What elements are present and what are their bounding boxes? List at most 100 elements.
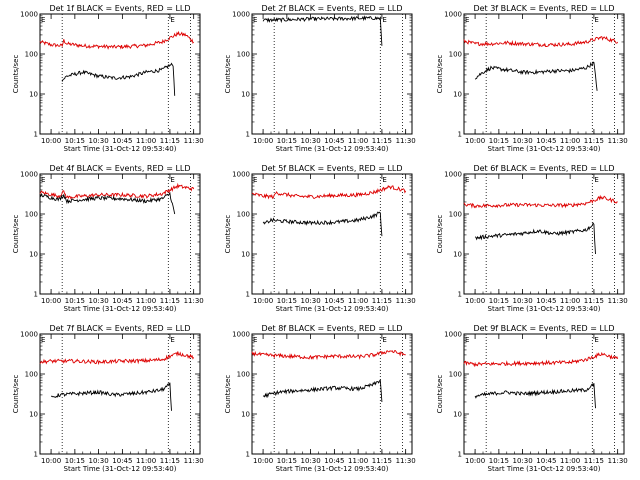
x-tick-label: 11:30 bbox=[396, 137, 416, 145]
lld-series-line bbox=[39, 30, 195, 50]
x-tick-label: 10:00 bbox=[41, 297, 61, 305]
x-tick-label: 10:00 bbox=[465, 137, 485, 145]
plot-frame bbox=[463, 173, 625, 295]
chart-panel: Det 9f BLACK = Events, RED = LLD 1 10 100 10… bbox=[436, 324, 628, 473]
y-tick-label: 1000 bbox=[20, 331, 38, 339]
x-axis-label: Start Time (31-Oct-12 09:53:40) bbox=[64, 465, 177, 473]
chart-title: Det 8f BLACK = Events, RED = LLD bbox=[261, 324, 402, 333]
y-tick-label: 1 bbox=[34, 451, 38, 459]
x-tick-label: 10:15 bbox=[489, 297, 509, 305]
x-tick-label: 10:15 bbox=[489, 137, 509, 145]
x-tick-label: 10:15 bbox=[277, 137, 297, 145]
y-tick-label: 100 bbox=[449, 211, 462, 219]
x-tick-label: 11:00 bbox=[348, 137, 368, 145]
marker-label: E bbox=[253, 176, 257, 184]
y-tick-label: 10 bbox=[453, 411, 462, 419]
x-tick-label: 11:30 bbox=[608, 457, 628, 465]
x-tick-label: 11:15 bbox=[160, 457, 180, 465]
x-tick-label: 11:15 bbox=[372, 137, 392, 145]
x-tick-label: 10:45 bbox=[536, 137, 556, 145]
y-axis-label: Counts/sec bbox=[224, 375, 232, 414]
x-tick-label: 10:30 bbox=[301, 297, 321, 305]
x-tick-label: 10:15 bbox=[65, 297, 85, 305]
y-tick-label: 100 bbox=[449, 371, 462, 379]
x-tick-label: 10:15 bbox=[277, 457, 297, 465]
y-tick-label: 1000 bbox=[444, 171, 462, 179]
chart-title: Det 7f BLACK = Events, RED = LLD bbox=[49, 324, 190, 333]
y-axis-label: Counts/sec bbox=[436, 55, 444, 94]
marker-label: E bbox=[382, 176, 386, 184]
y-tick-label: 100 bbox=[237, 371, 250, 379]
chart-title: Det 3f BLACK = Events, RED = LLD bbox=[473, 4, 614, 13]
x-tick-label: 10:00 bbox=[41, 137, 61, 145]
y-tick-label: 1 bbox=[34, 291, 38, 299]
x-tick-label: 11:15 bbox=[160, 297, 180, 305]
x-axis-label: Start Time (31-Oct-12 09:53:40) bbox=[64, 145, 177, 153]
x-tick-label: 11:15 bbox=[160, 137, 180, 145]
y-tick-label: 1000 bbox=[444, 331, 462, 339]
y-axis-label: Counts/sec bbox=[436, 215, 444, 254]
events-series-line bbox=[50, 382, 172, 411]
y-tick-label: 1000 bbox=[232, 11, 250, 19]
events-series-line bbox=[474, 61, 598, 91]
x-tick-label: 10:45 bbox=[112, 137, 132, 145]
x-tick-label: 11:30 bbox=[396, 457, 416, 465]
x-tick-label: 11:15 bbox=[584, 457, 604, 465]
x-tick-label: 10:30 bbox=[513, 457, 533, 465]
x-axis-label: Start Time (31-Oct-12 09:53:40) bbox=[276, 145, 389, 153]
x-tick-label: 10:45 bbox=[324, 457, 344, 465]
x-tick-label: 11:30 bbox=[396, 297, 416, 305]
chart-panel: Det 4f BLACK = Events, RED = LLD 1 10 100 10… bbox=[12, 164, 204, 313]
plot-frame bbox=[463, 13, 625, 135]
x-tick-label: 11:15 bbox=[372, 297, 392, 305]
y-tick-label: 10 bbox=[241, 411, 250, 419]
chart-title: Det 6f BLACK = Events, RED = LLD bbox=[473, 164, 614, 173]
x-tick-label: 11:00 bbox=[560, 457, 580, 465]
y-tick-label: 1000 bbox=[444, 11, 462, 19]
x-tick-label: 11:30 bbox=[184, 457, 204, 465]
lld-series-line bbox=[463, 35, 619, 48]
marker-label: E bbox=[170, 336, 174, 344]
y-axis-label: Counts/sec bbox=[436, 375, 444, 414]
y-tick-label: 100 bbox=[25, 51, 38, 59]
marker-label: E bbox=[594, 16, 598, 24]
x-axis-label: Start Time (31-Oct-12 09:53:40) bbox=[488, 145, 601, 153]
chart-title: Det 4f BLACK = Events, RED = LLD bbox=[49, 164, 190, 173]
y-tick-label: 1 bbox=[246, 291, 250, 299]
x-tick-label: 11:00 bbox=[136, 457, 156, 465]
y-tick-label: 1000 bbox=[20, 11, 38, 19]
y-tick-label: 1 bbox=[458, 291, 462, 299]
x-tick-label: 10:00 bbox=[41, 457, 61, 465]
events-series-line bbox=[61, 62, 176, 96]
events-series-line bbox=[262, 15, 383, 46]
marker-label: E bbox=[382, 16, 386, 24]
y-tick-label: 10 bbox=[241, 251, 250, 259]
lld-series-line bbox=[463, 194, 618, 209]
y-axis-label: Counts/sec bbox=[12, 375, 20, 414]
chart-title: Det 9f BLACK = Events, RED = LLD bbox=[473, 324, 614, 333]
chart-title: Det 5f BLACK = Events, RED = LLD bbox=[261, 164, 402, 173]
y-tick-label: 1000 bbox=[232, 171, 250, 179]
marker-label: E bbox=[170, 176, 174, 184]
x-tick-label: 10:45 bbox=[112, 297, 132, 305]
x-tick-label: 10:30 bbox=[89, 457, 109, 465]
marker-label: E bbox=[594, 336, 598, 344]
y-tick-label: 10 bbox=[453, 91, 462, 99]
x-tick-label: 10:45 bbox=[324, 137, 344, 145]
x-axis-label: Start Time (31-Oct-12 09:53:40) bbox=[488, 465, 601, 473]
marker-label: E bbox=[382, 336, 386, 344]
x-tick-label: 10:30 bbox=[301, 137, 321, 145]
chart-panel: Det 6f BLACK = Events, RED = LLD 1 10 100 10… bbox=[436, 164, 628, 313]
events-series-line bbox=[262, 379, 383, 403]
y-tick-label: 100 bbox=[25, 371, 38, 379]
x-axis-label: Start Time (31-Oct-12 09:53:40) bbox=[64, 305, 177, 313]
x-tick-label: 11:00 bbox=[348, 297, 368, 305]
chart-title: Det 1f BLACK = Events, RED = LLD bbox=[49, 4, 190, 13]
x-tick-label: 10:30 bbox=[513, 137, 533, 145]
events-series-line bbox=[474, 222, 596, 255]
y-tick-label: 10 bbox=[29, 411, 38, 419]
x-tick-label: 11:30 bbox=[608, 297, 628, 305]
marker-label: E bbox=[253, 16, 257, 24]
x-axis-label: Start Time (31-Oct-12 09:53:40) bbox=[488, 305, 601, 313]
